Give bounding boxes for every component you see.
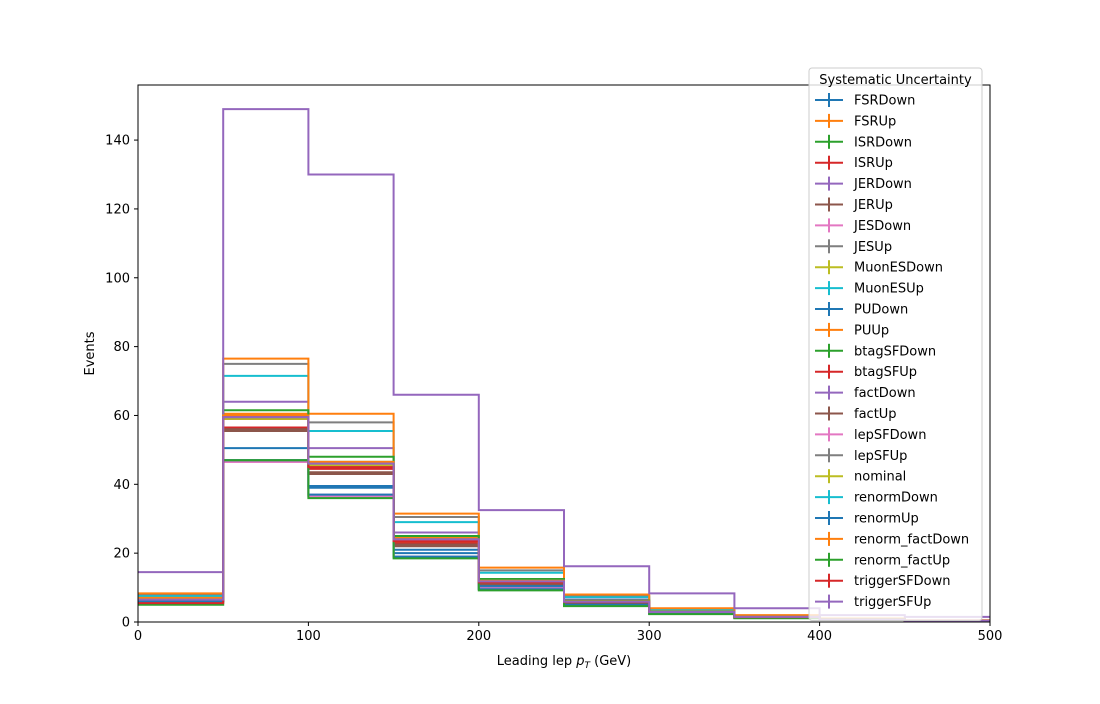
y-tick-label: 0	[122, 616, 130, 631]
legend-label-lepSFDown: lepSFDown	[854, 428, 926, 443]
legend-label-renormDown: renormDown	[854, 491, 938, 506]
y-tick-label: 60	[113, 409, 130, 424]
legend-label-MuonESUp: MuonESUp	[854, 282, 924, 297]
legend-label-PUUp: PUUp	[854, 323, 889, 338]
legend-label-MuonESDown: MuonESDown	[854, 261, 943, 276]
legend-label-lepSFUp: lepSFUp	[854, 449, 907, 464]
legend-label-FSRDown: FSRDown	[854, 94, 915, 109]
legend-label-nominal: nominal	[854, 470, 906, 485]
legend-label-renormUp: renormUp	[854, 512, 919, 527]
legend-label-JESUp: JESUp	[853, 240, 892, 255]
legend-label-factDown: factDown	[854, 386, 916, 401]
legend-box	[808, 67, 983, 621]
legend-label-renorm_factUp: renorm_factUp	[854, 553, 950, 568]
y-tick-label: 100	[105, 271, 130, 286]
legend-label-FSRUp: FSRUp	[854, 114, 896, 129]
legend-label-renorm_factDown: renorm_factDown	[854, 532, 969, 547]
y-tick-label: 20	[113, 547, 130, 562]
y-tick-label: 80	[113, 340, 130, 355]
y-axis-label: Events	[83, 331, 98, 375]
legend-label-factUp: factUp	[854, 407, 897, 422]
legend-label-ISRUp: ISRUp	[854, 156, 893, 171]
legend-label-triggerSFUp: triggerSFUp	[854, 595, 931, 610]
plot-frame	[137, 84, 991, 623]
legend-label-triggerSFDown: triggerSFDown	[854, 574, 950, 589]
legend-title: Systematic Uncertainty	[819, 73, 972, 88]
y-tick-label: 140	[105, 134, 130, 149]
y-tick-label: 120	[105, 202, 130, 217]
y-tick-label: 40	[113, 478, 130, 493]
x-tick-label: 300	[637, 629, 662, 644]
legend-label-btagSFDown: btagSFDown	[854, 344, 936, 359]
legend-label-btagSFUp: btagSFUp	[854, 365, 917, 380]
axes-layer: 0 100 200 300 400 500 0 20 40 60 80 100 120 140 Leadin…	[83, 84, 1003, 671]
x-tick-label: 400	[807, 629, 832, 644]
legend-label-JERUp: JERUp	[853, 198, 893, 213]
x-tick-label: 500	[978, 629, 1003, 644]
x-axis-label: Leading lep pT (GeV)	[497, 654, 631, 671]
legend: Systematic Uncertainty FSRDown FSRUp ISRDow…	[808, 67, 983, 621]
x-tick-label: 200	[466, 629, 491, 644]
legend-label-PUDown: PUDown	[854, 303, 908, 318]
legend-label-JERDown: JERDown	[853, 177, 912, 192]
legend-label-ISRDown: ISRDown	[854, 135, 912, 150]
legend-label-JESDown: JESDown	[853, 219, 911, 234]
x-tick-label: 0	[134, 629, 142, 644]
x-tick-label: 100	[296, 629, 321, 644]
